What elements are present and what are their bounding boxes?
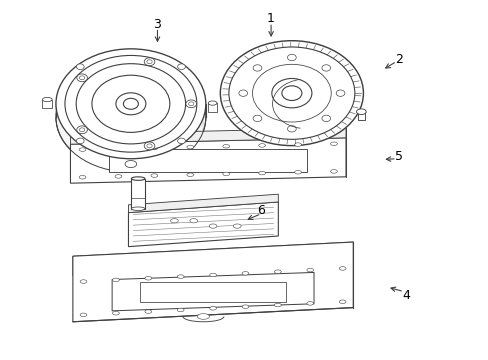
Ellipse shape xyxy=(223,144,229,148)
Ellipse shape xyxy=(65,55,197,152)
Ellipse shape xyxy=(271,78,311,108)
Text: 2: 2 xyxy=(394,53,402,66)
Ellipse shape xyxy=(339,267,346,270)
Ellipse shape xyxy=(144,276,151,280)
Ellipse shape xyxy=(274,303,281,307)
Ellipse shape xyxy=(56,49,205,159)
Ellipse shape xyxy=(306,268,313,272)
Ellipse shape xyxy=(321,65,330,71)
Ellipse shape xyxy=(131,207,144,211)
Text: 4: 4 xyxy=(402,289,409,302)
Bar xyxy=(357,112,364,120)
Ellipse shape xyxy=(125,161,137,168)
Ellipse shape xyxy=(77,126,87,134)
Ellipse shape xyxy=(253,65,261,71)
Ellipse shape xyxy=(197,314,209,319)
Ellipse shape xyxy=(209,224,217,228)
Ellipse shape xyxy=(170,219,178,223)
Ellipse shape xyxy=(76,64,84,69)
Ellipse shape xyxy=(258,144,265,147)
Text: 6: 6 xyxy=(257,204,265,217)
Ellipse shape xyxy=(146,144,152,148)
Ellipse shape xyxy=(79,76,84,80)
Ellipse shape xyxy=(79,128,84,132)
Text: 1: 1 xyxy=(266,12,274,25)
Ellipse shape xyxy=(151,146,158,150)
Ellipse shape xyxy=(79,148,86,151)
Ellipse shape xyxy=(223,172,229,176)
Ellipse shape xyxy=(80,280,87,283)
Ellipse shape xyxy=(115,175,122,178)
Ellipse shape xyxy=(330,142,337,145)
Ellipse shape xyxy=(233,224,241,228)
Bar xyxy=(42,100,52,108)
Ellipse shape xyxy=(131,177,144,180)
Ellipse shape xyxy=(185,100,196,108)
Ellipse shape xyxy=(253,115,261,122)
Ellipse shape xyxy=(306,302,313,305)
Ellipse shape xyxy=(151,174,158,177)
Ellipse shape xyxy=(238,90,247,96)
Ellipse shape xyxy=(92,75,169,132)
Ellipse shape xyxy=(274,270,281,274)
Ellipse shape xyxy=(335,90,344,96)
Ellipse shape xyxy=(220,41,363,145)
Ellipse shape xyxy=(186,173,193,176)
Ellipse shape xyxy=(228,47,354,139)
Polygon shape xyxy=(70,138,346,183)
Polygon shape xyxy=(112,273,313,311)
Bar xyxy=(131,179,144,209)
Ellipse shape xyxy=(144,310,151,313)
Ellipse shape xyxy=(123,98,138,109)
Ellipse shape xyxy=(80,313,87,317)
Ellipse shape xyxy=(77,74,87,82)
Polygon shape xyxy=(73,242,352,322)
Polygon shape xyxy=(140,282,285,302)
Ellipse shape xyxy=(209,306,216,310)
Ellipse shape xyxy=(112,311,119,315)
Ellipse shape xyxy=(330,170,337,173)
Ellipse shape xyxy=(186,145,193,149)
Ellipse shape xyxy=(146,60,152,64)
Text: 5: 5 xyxy=(394,150,403,163)
Ellipse shape xyxy=(252,64,330,122)
Ellipse shape xyxy=(76,138,84,144)
Ellipse shape xyxy=(287,54,296,61)
Ellipse shape xyxy=(188,102,193,106)
Ellipse shape xyxy=(321,115,330,122)
Ellipse shape xyxy=(144,58,155,66)
Text: 3: 3 xyxy=(153,18,161,31)
Ellipse shape xyxy=(287,126,296,132)
Ellipse shape xyxy=(242,305,248,309)
Ellipse shape xyxy=(339,300,346,303)
Ellipse shape xyxy=(56,62,205,172)
Ellipse shape xyxy=(116,93,145,115)
Ellipse shape xyxy=(294,171,301,174)
Ellipse shape xyxy=(177,275,183,278)
Ellipse shape xyxy=(42,98,52,102)
Ellipse shape xyxy=(79,175,86,179)
Ellipse shape xyxy=(189,219,197,223)
Polygon shape xyxy=(70,128,346,144)
Ellipse shape xyxy=(76,64,185,144)
Ellipse shape xyxy=(281,86,301,100)
Ellipse shape xyxy=(177,64,185,69)
Ellipse shape xyxy=(258,171,265,175)
Ellipse shape xyxy=(242,271,248,275)
Ellipse shape xyxy=(112,278,119,282)
Polygon shape xyxy=(128,202,278,247)
Ellipse shape xyxy=(144,142,155,150)
Ellipse shape xyxy=(115,147,122,150)
Ellipse shape xyxy=(356,109,366,114)
Ellipse shape xyxy=(208,101,217,105)
Ellipse shape xyxy=(177,308,183,312)
Polygon shape xyxy=(73,242,352,276)
Polygon shape xyxy=(128,194,278,213)
Ellipse shape xyxy=(177,138,185,144)
Polygon shape xyxy=(109,149,307,172)
Ellipse shape xyxy=(294,143,301,147)
Bar xyxy=(208,103,217,112)
Ellipse shape xyxy=(209,273,216,277)
